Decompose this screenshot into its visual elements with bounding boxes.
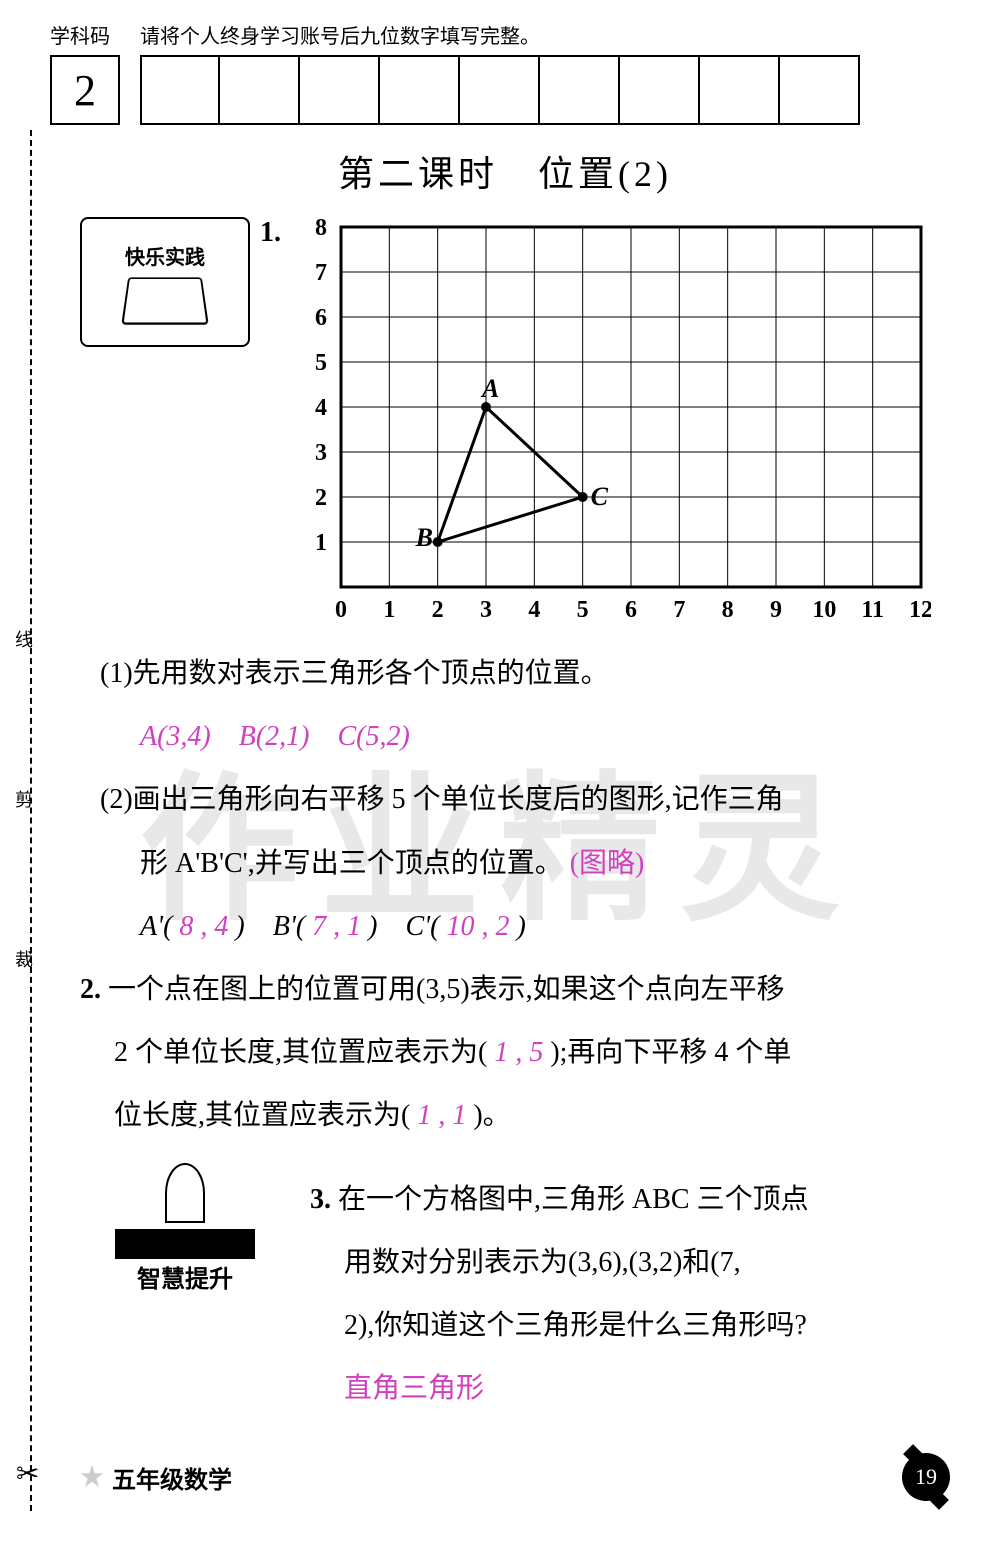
account-cell[interactable] — [700, 55, 780, 125]
svg-text:B: B — [415, 523, 433, 552]
hat-icon — [115, 1229, 255, 1259]
svg-text:5: 5 — [315, 350, 327, 376]
scissors-icon: ✂ — [16, 1457, 39, 1491]
svg-text:7: 7 — [673, 597, 685, 623]
q1-sub2-text-b: 形 A'B'C',并写出三个顶点的位置。 — [140, 848, 563, 879]
svg-text:A: A — [480, 374, 499, 403]
page-number-badge: 19 — [902, 1453, 950, 1501]
cut-label-b: 剪 — [10, 790, 36, 808]
coordinate-chart: 012345678910111212345678ABC — [291, 217, 931, 637]
q1-number: 1. — [260, 217, 281, 249]
svg-text:1: 1 — [315, 530, 327, 556]
svg-text:3: 3 — [315, 440, 327, 466]
q2-ans1: 1 , 5 — [487, 1037, 550, 1068]
q1-sub1-answer: A(3,4) B(2,1) C(5,2) — [140, 721, 410, 752]
header: 学科码 2 请将个人终身学习账号后九位数字填写完整。 — [50, 20, 960, 125]
q2-line2a: 2 个单位长度,其位置应表示为( — [114, 1037, 487, 1068]
account-boxes — [140, 55, 960, 125]
q2-line2b: );再向下平移 4 个单 — [550, 1037, 791, 1068]
subject-code-box: 2 — [50, 55, 120, 125]
account-cell[interactable] — [220, 55, 300, 125]
account-cell[interactable] — [140, 55, 220, 125]
account-cell[interactable] — [300, 55, 380, 125]
svg-text:8: 8 — [722, 597, 734, 623]
account-cell[interactable] — [460, 55, 540, 125]
practice-label: 快乐实践 — [125, 241, 205, 270]
q1-sub2-note: (图略) — [570, 848, 645, 879]
wisdom-icon: 智慧提升 — [80, 1163, 290, 1323]
q1-sub2-text-a: (2)画出三角形向右平移 5 个单位长度后的图形,记作三角 — [100, 773, 960, 826]
svg-text:4: 4 — [528, 597, 540, 623]
q2-line1: 一个点在图上的位置可用(3,5)表示,如果这个点向左平移 — [108, 974, 785, 1005]
cut-line — [30, 130, 32, 1511]
q3-answer: 直角三角形 — [344, 1362, 960, 1415]
svg-text:2: 2 — [315, 485, 327, 511]
svg-text:11: 11 — [861, 597, 884, 623]
q3-number: 3. — [310, 1184, 331, 1215]
subject-code-label: 学科码 — [50, 20, 120, 49]
svg-text:7: 7 — [315, 260, 327, 286]
svg-text:8: 8 — [315, 217, 327, 241]
svg-text:12: 12 — [909, 597, 931, 623]
q2-number: 2. — [80, 974, 101, 1005]
svg-text:3: 3 — [480, 597, 492, 623]
book-icon — [121, 277, 208, 324]
account-cell[interactable] — [620, 55, 700, 125]
q1-a-ans: 8 , 4 — [172, 911, 235, 942]
practice-icon: 快乐实践 — [80, 217, 250, 347]
account-instruction: 请将个人终身学习账号后九位数字填写完整。 — [140, 20, 960, 49]
svg-text:5: 5 — [577, 597, 589, 623]
footer: 五年级数学 19 — [80, 1453, 950, 1501]
figure-icon — [165, 1163, 205, 1223]
wisdom-label: 智慧提升 — [137, 1259, 233, 1294]
cut-label-a: 线 — [10, 630, 36, 648]
account-cell[interactable] — [780, 55, 860, 125]
q1-suffix: ) — [517, 911, 526, 942]
svg-text:6: 6 — [315, 305, 327, 331]
svg-text:4: 4 — [315, 395, 327, 421]
svg-text:9: 9 — [770, 597, 782, 623]
page-title: 第二课时 位置(2) — [50, 145, 960, 197]
q1-c-prefix: ) C'( — [368, 911, 439, 942]
footer-subject: 五年级数学 — [112, 1460, 232, 1495]
q3-line2: 用数对分别表示为(3,6),(3,2)和(7, — [344, 1236, 960, 1289]
account-cell[interactable] — [540, 55, 620, 125]
svg-text:C: C — [591, 482, 609, 511]
q1-b-ans: 7 , 1 — [305, 911, 368, 942]
star-icon — [80, 1465, 104, 1489]
q1-sub1-text: (1)先用数对表示三角形各个顶点的位置。 — [100, 647, 960, 700]
q2-ans2: 1 , 1 — [410, 1100, 473, 1131]
q2-line3b: )。 — [473, 1100, 510, 1131]
svg-text:0: 0 — [335, 597, 347, 623]
svg-text:2: 2 — [432, 597, 444, 623]
q1-a-prefix: A'( — [140, 911, 172, 942]
svg-text:10: 10 — [812, 597, 836, 623]
svg-text:1: 1 — [383, 597, 395, 623]
q3-line3: 2),你知道这个三角形是什么三角形吗? — [344, 1299, 960, 1352]
svg-text:6: 6 — [625, 597, 637, 623]
q1-b-prefix: ) B'( — [235, 911, 305, 942]
q1-c-ans: 10 , 2 — [440, 911, 517, 942]
q2-line3a: 位长度,其位置应表示为( — [114, 1100, 410, 1131]
cut-label-c: 裁 — [10, 950, 36, 968]
account-cell[interactable] — [380, 55, 460, 125]
q3-line1: 在一个方格图中,三角形 ABC 三个顶点 — [338, 1184, 809, 1215]
